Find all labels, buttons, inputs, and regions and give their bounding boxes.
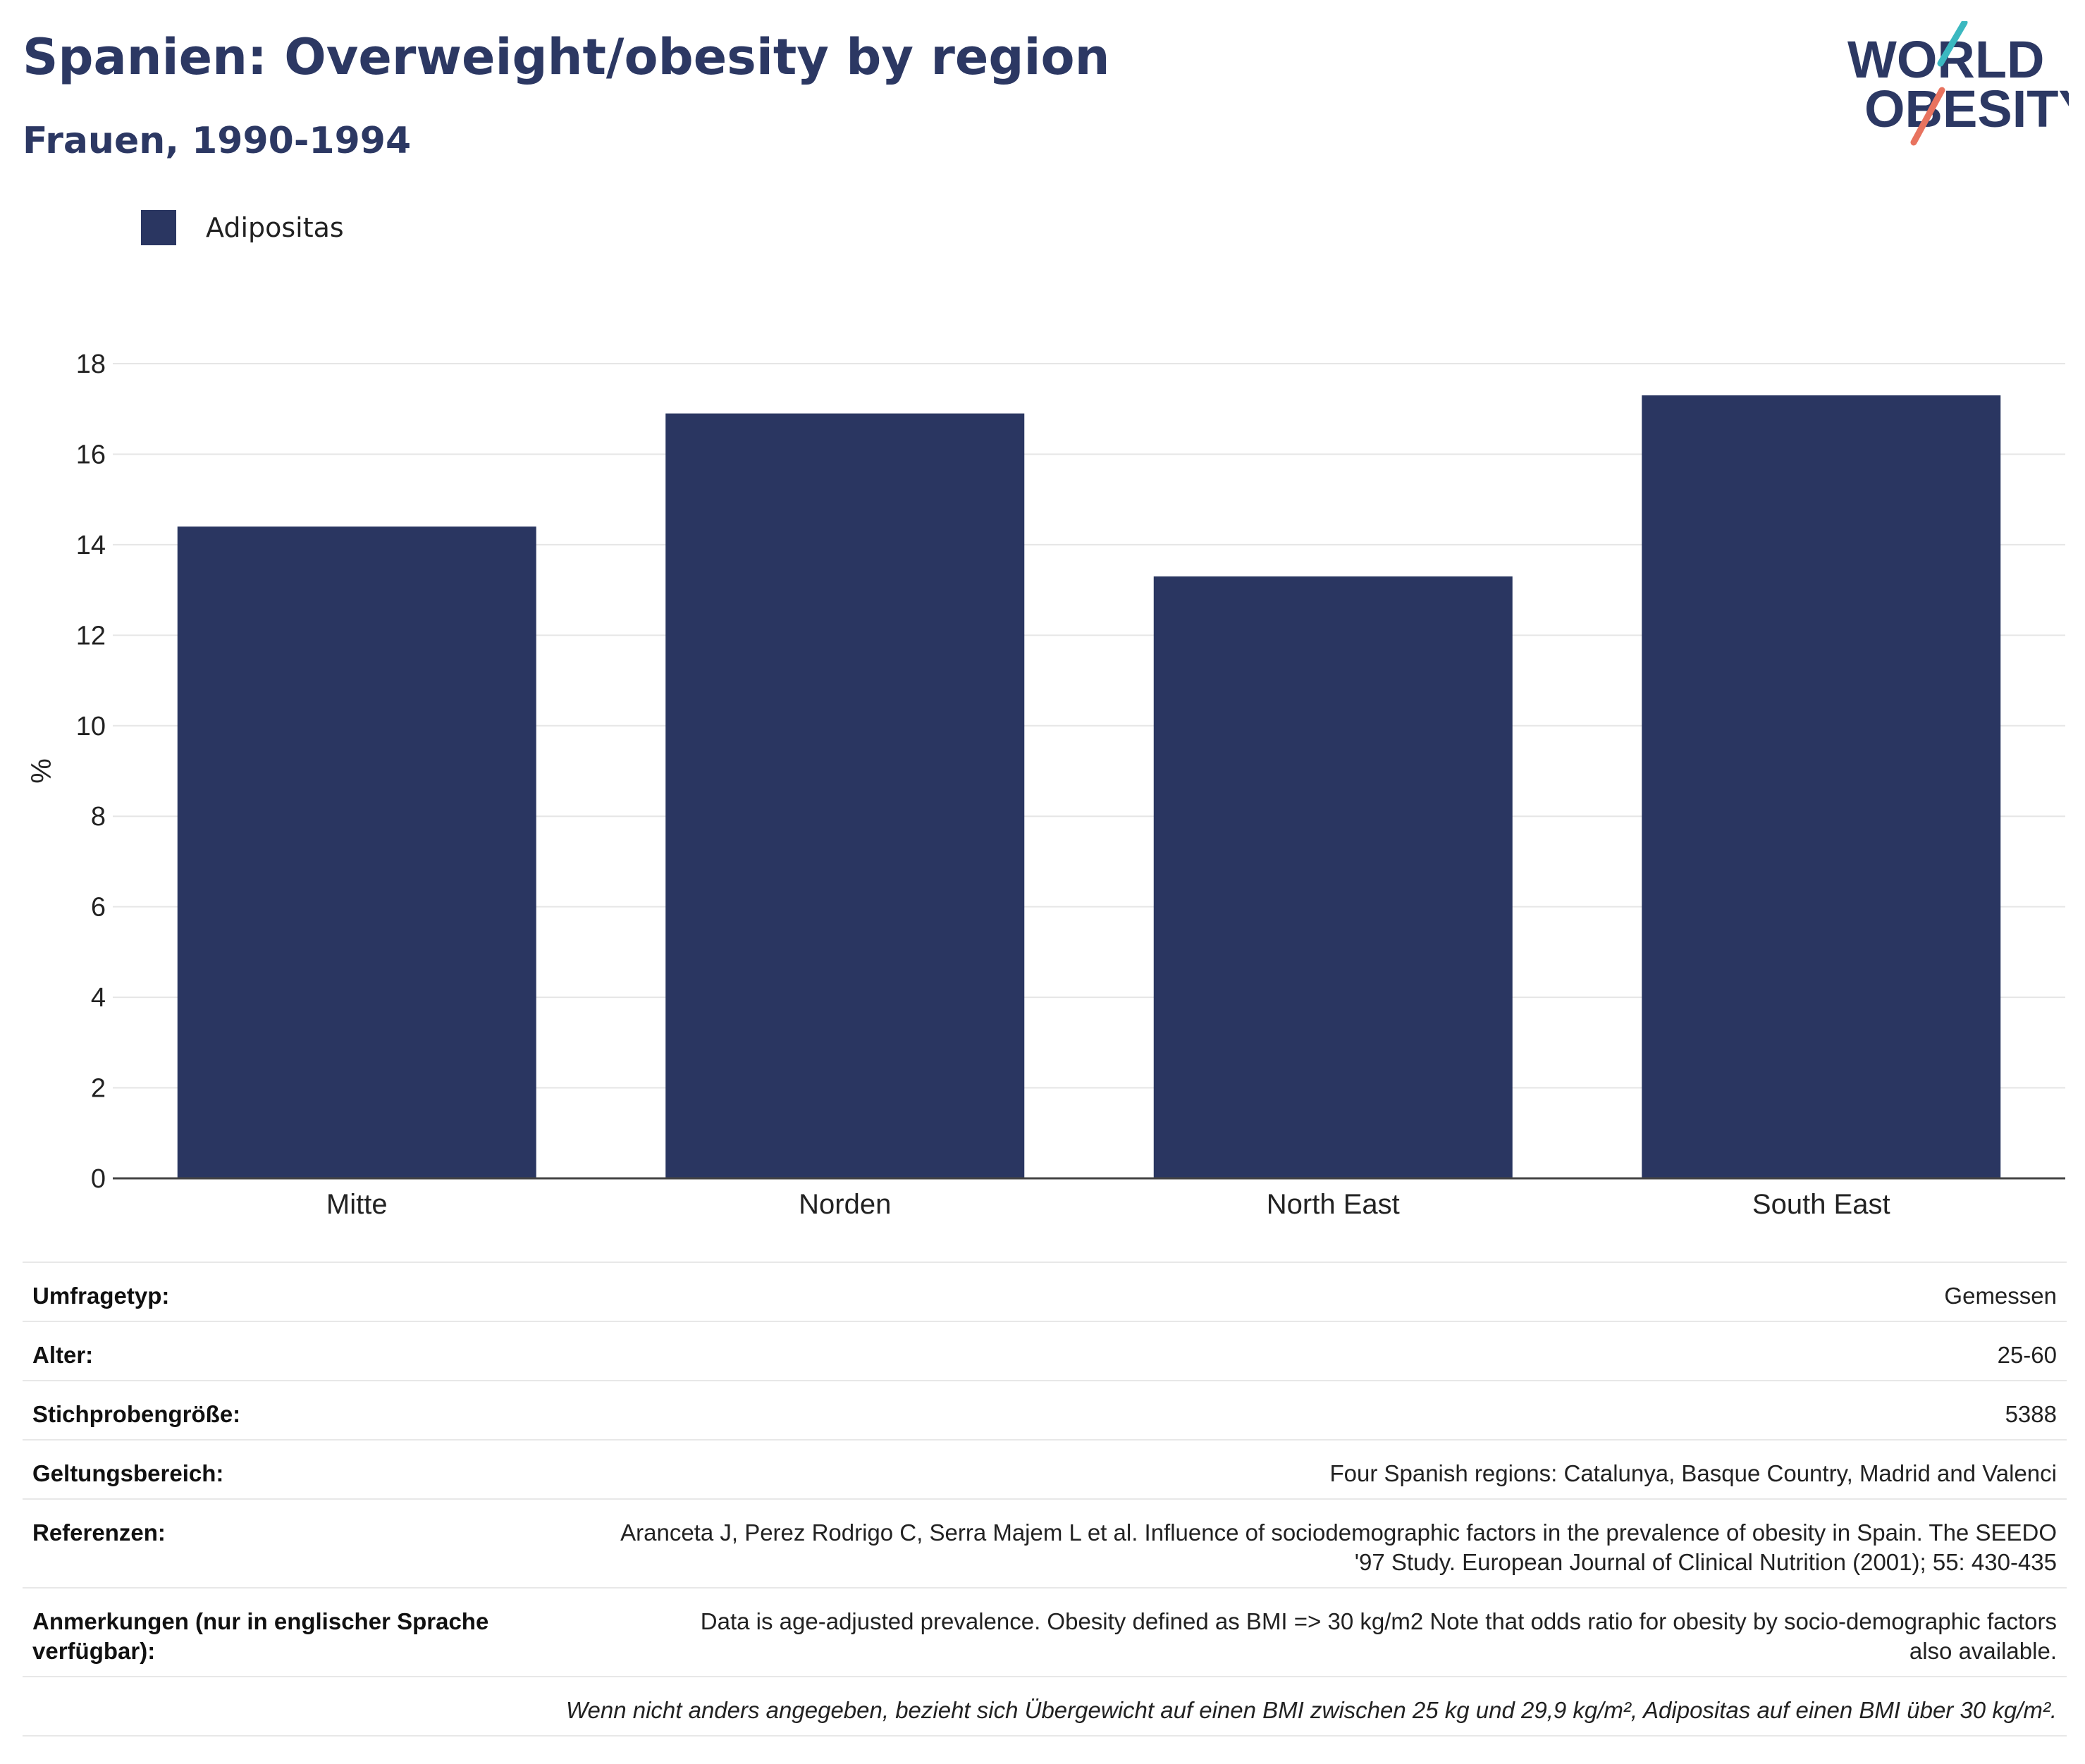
- info-key: Stichprobengröße:: [32, 1401, 241, 1427]
- logo-slash-coral: [1910, 87, 1945, 146]
- logo-text-obesity: OBESITY: [1864, 80, 2069, 138]
- info-row-references: Referenzen: Aranceta J, Perez Rodrigo C,…: [23, 1498, 2067, 1587]
- info-value-line: Data is age-adjusted prevalence. Obesity…: [700, 1608, 2057, 1634]
- info-value-line: also available.: [1909, 1638, 2057, 1664]
- info-key-line: verfügbar):: [32, 1638, 156, 1664]
- chart-bars: [177, 395, 2001, 1178]
- info-value: Gemessen: [1944, 1283, 2057, 1309]
- y-tick-label: 14: [76, 531, 106, 560]
- info-value: Data is age-adjusted prevalence. Obesity…: [540, 1607, 2057, 1666]
- y-tick-label: 4: [91, 983, 106, 1013]
- info-key-line: Anmerkungen (nur in englischer Sprache: [32, 1608, 489, 1634]
- y-tick-label: 8: [91, 802, 106, 832]
- info-value: 25-60: [1997, 1342, 2057, 1368]
- page-subtitle: Frauen, 1990-1994: [23, 120, 412, 162]
- info-row-notes: Anmerkungen (nur in englischer Sprache v…: [23, 1587, 2067, 1676]
- bar-norden[interactable]: [665, 413, 1025, 1178]
- metadata-table: Umfragetyp: Gemessen Alter: 25-60 Stichp…: [23, 1262, 2067, 1737]
- world-obesity-logo[interactable]: WORLD OBESITY: [1843, 21, 2069, 148]
- y-tick-label: 12: [76, 621, 106, 650]
- bar-north-east[interactable]: [1153, 576, 1513, 1178]
- x-axis-ticks: Mitte Norden North East South East: [326, 1189, 1890, 1220]
- info-value-line: '97 Study. European Journal of Clinical …: [1354, 1549, 2057, 1575]
- info-key: Geltungsbereich:: [32, 1460, 224, 1486]
- y-tick-label: 10: [76, 712, 106, 741]
- info-key: Referenzen:: [32, 1519, 166, 1546]
- info-key: Anmerkungen (nur in englischer Sprache v…: [32, 1607, 540, 1666]
- footnote-text: Wenn nicht anders angegeben, bezieht sic…: [565, 1697, 2057, 1723]
- info-value: Aranceta J, Perez Rodrigo C, Serra Majem…: [540, 1518, 2057, 1577]
- y-axis-label: %: [26, 758, 57, 784]
- info-key: Umfragetyp:: [32, 1283, 170, 1309]
- info-key: Alter:: [32, 1342, 94, 1368]
- page-title: Spanien: Overweight/obesity by region: [23, 28, 1110, 86]
- y-tick-label: 6: [91, 893, 106, 923]
- info-row-sample-size: Stichprobengröße: 5388: [23, 1380, 2067, 1439]
- info-value-line: Aranceta J, Perez Rodrigo C, Serra Majem…: [620, 1519, 2057, 1546]
- info-footnote-row: Wenn nicht anders angegeben, bezieht sic…: [23, 1676, 2067, 1735]
- info-row-scope: Geltungsbereich: Four Spanish regions: C…: [23, 1439, 2067, 1498]
- info-value: Four Spanish regions: Catalunya, Basque …: [1329, 1460, 2057, 1486]
- legend-swatch-adipositas: [141, 210, 176, 245]
- x-tick-label: North East: [1267, 1189, 1400, 1220]
- y-tick-label: 16: [76, 440, 106, 469]
- y-tick-label: 2: [91, 1074, 106, 1104]
- y-axis-ticks: 0 2 4 6 8 10 12 14 16 18: [76, 350, 106, 1194]
- x-tick-label: South East: [1752, 1189, 1890, 1220]
- table-bottom-rule: [23, 1735, 2067, 1737]
- info-row-survey-type: Umfragetyp: Gemessen: [23, 1262, 2067, 1321]
- info-row-age: Alter: 25-60: [23, 1321, 2067, 1380]
- bar-south-east[interactable]: [1642, 395, 2001, 1178]
- bar-mitte[interactable]: [177, 526, 536, 1178]
- logo-slash-teal: [1937, 21, 1968, 67]
- y-tick-label: 18: [76, 350, 106, 379]
- chart-legend[interactable]: Adipositas: [141, 209, 344, 247]
- info-value: 5388: [2005, 1401, 2057, 1427]
- x-tick-label: Norden: [799, 1189, 891, 1220]
- bar-chart: 0 2 4 6 8 10 12 14 16 18 Mitte Norden North East Sou…: [26, 350, 2065, 1220]
- x-tick-label: Mitte: [326, 1189, 388, 1220]
- legend-label-adipositas: Adipositas: [206, 212, 344, 243]
- y-tick-label: 0: [91, 1164, 106, 1194]
